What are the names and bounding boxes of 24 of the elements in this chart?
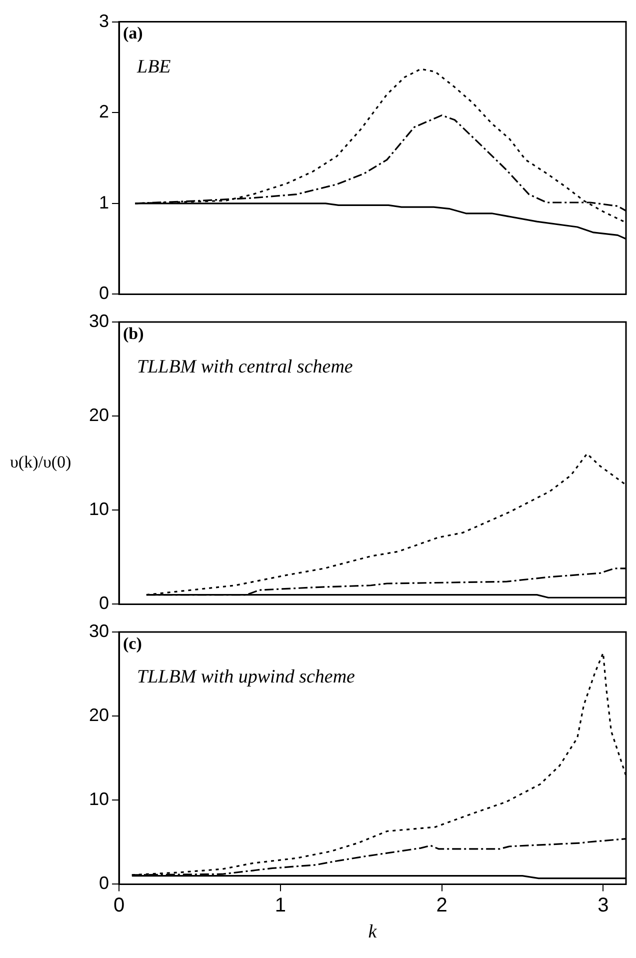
y-tick-label: 20 (88, 705, 109, 726)
y-tick-label: 1 (98, 192, 109, 212)
y-tick-label: 20 (88, 405, 109, 426)
annotation: LBE (136, 56, 172, 78)
y-tick-label: 3 (98, 10, 109, 31)
y-tick-label: 10 (88, 789, 109, 810)
y-axis-title: υ(k)/υ(0) (10, 452, 72, 472)
x-axis-title: k (368, 922, 378, 943)
x-tick-label: 1 (274, 894, 286, 917)
annotation: (b) (123, 324, 144, 343)
annotation: (a) (123, 24, 143, 43)
y-tick-label: 0 (98, 593, 109, 614)
x-tick-label: 2 (436, 894, 448, 917)
annotation: (c) (123, 634, 142, 653)
y-tick-label: 30 (88, 310, 109, 331)
x-tick-label: 0 (113, 894, 125, 917)
y-tick-label: 10 (88, 499, 109, 520)
y-tick-label: 0 (98, 873, 109, 894)
annotation: TLLBM with upwind scheme (137, 666, 355, 688)
y-tick-label: 0 (98, 283, 109, 304)
y-tick-label: 2 (98, 102, 109, 122)
y-tick-label: 30 (88, 620, 109, 641)
x-tick-label: 3 (598, 894, 609, 917)
annotation: TLLBM with central scheme (137, 356, 353, 378)
